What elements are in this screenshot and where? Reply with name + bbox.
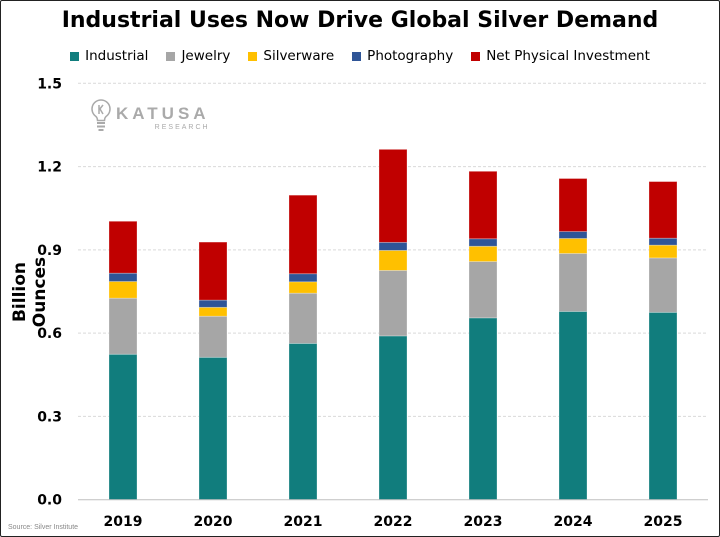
bar-segment bbox=[108, 353, 138, 501]
bar-segment bbox=[108, 272, 138, 282]
bar-segment bbox=[198, 299, 228, 308]
legend-swatch bbox=[352, 51, 362, 61]
bar-segment bbox=[108, 297, 138, 355]
y-tick-label: 0.6 bbox=[37, 326, 62, 342]
legend-label: Net Physical Investment bbox=[486, 48, 650, 64]
source-note: Source: Silver Institute bbox=[8, 524, 79, 531]
bar-segment bbox=[468, 170, 498, 240]
bar-segment bbox=[108, 281, 138, 299]
x-tick-label: 2020 bbox=[194, 514, 233, 530]
chart-title: Industrial Uses Now Drive Global Silver … bbox=[61, 8, 659, 33]
legend-swatch bbox=[471, 51, 481, 61]
x-tick-label: 2019 bbox=[104, 514, 143, 530]
bar-segment bbox=[198, 241, 228, 301]
lightbulb-icon bbox=[91, 99, 111, 131]
bar-segment bbox=[288, 292, 318, 344]
x-tick-label: 2025 bbox=[644, 514, 683, 530]
bar-segment bbox=[558, 178, 588, 232]
katusa-logo: KATUSA RESEARCH bbox=[90, 98, 210, 136]
bar-segment bbox=[468, 238, 498, 247]
bar-segment bbox=[648, 257, 678, 313]
y-tick-label: 0.9 bbox=[37, 243, 62, 259]
legend-item: Jewelry bbox=[166, 48, 230, 64]
x-tick-label: 2022 bbox=[374, 514, 413, 530]
bar-segment bbox=[198, 315, 228, 358]
bar-segment bbox=[378, 335, 408, 501]
bar-segment bbox=[648, 311, 678, 501]
legend-swatch bbox=[248, 51, 258, 61]
y-tick-label: 1.5 bbox=[37, 76, 62, 92]
y-tick-label: 0.0 bbox=[37, 493, 62, 509]
legend-swatch bbox=[166, 51, 176, 61]
x-tick-label: 2024 bbox=[554, 514, 593, 530]
y-tick-label: 0.3 bbox=[37, 409, 62, 425]
legend-label: Jewelry bbox=[181, 48, 231, 64]
bar-segment bbox=[108, 220, 138, 274]
bar-segment bbox=[558, 231, 588, 239]
legend-item: Net Physical Investment bbox=[471, 48, 650, 64]
bar-segment bbox=[378, 270, 408, 337]
legend-label: Photography bbox=[367, 48, 454, 64]
bar-segment bbox=[378, 148, 408, 243]
bar-segment bbox=[558, 253, 588, 312]
bar-segment bbox=[288, 343, 318, 501]
bar-segment bbox=[648, 237, 678, 246]
x-tick-label: 2023 bbox=[464, 514, 503, 530]
logo-text: KATUSA bbox=[116, 103, 210, 123]
legend-item: Industrial bbox=[70, 48, 148, 64]
legend: Industrial Jewelry Silverware Photography Ne… bbox=[0, 48, 720, 64]
bar-segment bbox=[648, 181, 678, 239]
legend-swatch bbox=[70, 51, 80, 61]
bar-segment bbox=[288, 194, 318, 275]
legend-label: Silverware bbox=[263, 48, 335, 64]
bar-segment bbox=[648, 244, 678, 259]
bar-segment bbox=[468, 261, 498, 319]
bar-segment bbox=[198, 356, 228, 501]
bar-segment bbox=[378, 241, 408, 251]
bar-segment bbox=[468, 317, 498, 501]
bar-segment bbox=[198, 306, 228, 317]
bar-segment bbox=[558, 311, 588, 501]
bar-segment bbox=[558, 238, 588, 254]
legend-item: Photography bbox=[352, 48, 453, 64]
bar-segment bbox=[288, 281, 318, 294]
bar-segment bbox=[468, 245, 498, 262]
logo-subtext: RESEARCH bbox=[154, 123, 210, 131]
legend-item: Silverware bbox=[248, 48, 334, 64]
bar-segment bbox=[378, 250, 408, 271]
x-tick-label: 2021 bbox=[284, 514, 323, 530]
y-tick-label: 1.2 bbox=[37, 160, 62, 176]
legend-label: Industrial bbox=[85, 48, 149, 64]
bar-segment bbox=[288, 273, 318, 283]
